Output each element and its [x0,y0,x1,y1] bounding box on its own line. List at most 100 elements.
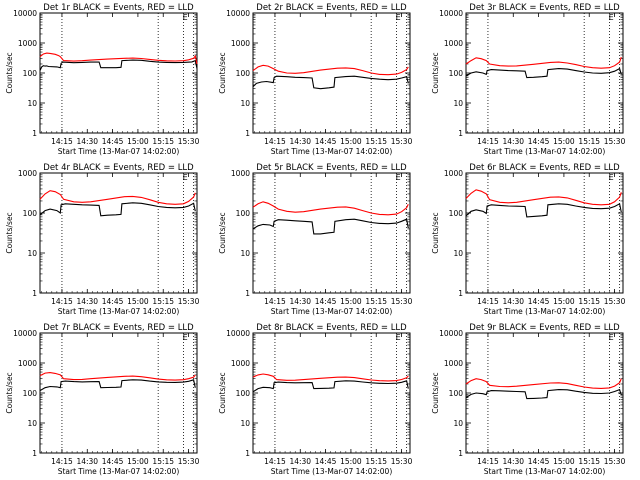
plot-frame [252,12,411,134]
x-tick-label: 14:30 [289,137,311,146]
x-tick-label: 14:30 [76,457,98,466]
x-tick-label: 14:15 [477,297,499,306]
plot-frame [465,172,624,294]
y-tick-label: 1 [458,449,463,458]
series-line-events [39,202,196,217]
y-tick-label: 10000 [13,9,37,18]
x-axis-label: Start Time (13-Mar-07 14:02:00) [271,467,393,476]
y-tick-label: 100 [23,69,38,78]
x-tick-label: 15:15 [152,457,174,466]
x-tick-label: 14:30 [76,297,98,306]
x-axis-label: Start Time (13-Mar-07 14:02:00) [484,467,606,476]
y-tick-label: 1000 [18,169,37,178]
x-tick-label: 15:30 [178,457,200,466]
y-tick-label: 10 [240,99,250,108]
x-tick-label: 15:00 [127,457,149,466]
series-line-events [252,380,409,393]
series-line-lld [465,378,622,389]
y-axis-label: Counts/sec [431,52,440,93]
y-tick-label: 1 [32,289,37,298]
x-tick-label: 14:45 [528,137,550,146]
x-tick-label: 15:30 [391,137,413,146]
x-tick-label: 14:45 [315,137,337,146]
y-tick-label: 10 [27,249,37,258]
x-tick-label: 15:15 [578,297,600,306]
y-tick-label: 1 [245,449,250,458]
x-tick-label: 14:30 [289,457,311,466]
plot-frame [252,172,411,294]
x-tick-label: 15:30 [391,297,413,306]
x-tick-label: 14:45 [315,297,337,306]
x-tick-label: 15:15 [152,137,174,146]
panel-title: Det 8r BLACK = Events, RED = LLD [256,323,407,333]
panel-title: Det 9r BLACK = Events, RED = LLD [469,323,620,333]
x-tick-label: 14:45 [102,457,124,466]
x-tick-label: 14:45 [102,297,124,306]
series-line-lld [465,56,622,69]
panel-title: Det 7r BLACK = Events, RED = LLD [43,323,194,333]
panel-title: Det 2r BLACK = Events, RED = LLD [256,3,407,13]
series-line-events [465,388,622,400]
series-line-events [252,218,409,235]
event-marker-label: E [396,173,401,182]
x-tick-label: 15:15 [365,457,387,466]
series-line-lld [252,373,409,382]
y-tick-label: 10000 [439,329,463,338]
panel-title: Det 6r BLACK = Events, RED = LLD [469,163,620,173]
x-tick-label: 15:30 [178,137,200,146]
x-tick-label: 15:00 [340,457,362,466]
event-marker-label: E [396,13,401,22]
y-tick-label: 100 [449,209,464,218]
x-tick-label: 15:30 [391,457,413,466]
x-tick-label: 15:00 [553,297,575,306]
y-tick-label: 10000 [226,9,250,18]
x-axis-label: Start Time (13-Mar-07 14:02:00) [271,147,393,156]
y-tick-label: 1 [458,129,463,138]
x-tick-label: 14:15 [477,457,499,466]
y-tick-label: 10 [453,419,463,428]
event-marker-label: E [183,173,188,182]
x-axis-label: Start Time (13-Mar-07 14:02:00) [58,147,180,156]
y-tick-label: 1000 [18,39,37,48]
series-line-lld [465,189,622,206]
x-tick-label: 14:15 [51,137,73,146]
x-tick-label: 14:15 [51,457,73,466]
y-tick-label: 1000 [231,39,250,48]
x-tick-label: 15:15 [578,457,600,466]
y-tick-label: 10 [240,249,250,258]
y-tick-label: 1 [245,129,250,138]
x-tick-label: 15:30 [178,297,200,306]
series-line-lld [39,190,196,205]
series-line-events [39,379,196,392]
series-line-lld [252,201,409,216]
y-tick-label: 10 [240,419,250,428]
y-tick-label: 100 [449,389,464,398]
y-axis-label: Counts/sec [218,212,227,253]
event-marker-label: E [609,333,614,342]
event-marker-label: E [183,333,188,342]
y-axis-label: Counts/sec [218,372,227,413]
x-axis-label: Start Time (13-Mar-07 14:02:00) [271,307,393,316]
y-tick-label: 10 [27,99,37,108]
plot-frame [39,172,198,294]
y-tick-label: 1000 [231,169,250,178]
x-tick-label: 15:00 [127,297,149,306]
series-line-events [465,202,622,218]
event-marker-label: E [183,13,188,22]
x-tick-label: 14:15 [264,137,286,146]
x-tick-label: 14:15 [264,297,286,306]
event-marker-label: E [396,333,401,342]
panel-title: Det 5r BLACK = Events, RED = LLD [256,163,407,173]
x-tick-label: 15:00 [553,457,575,466]
y-tick-label: 1 [245,289,250,298]
event-marker-label: E [609,173,614,182]
y-axis-label: Counts/sec [431,212,440,253]
x-tick-label: 14:15 [477,137,499,146]
y-tick-label: 10000 [226,329,250,338]
